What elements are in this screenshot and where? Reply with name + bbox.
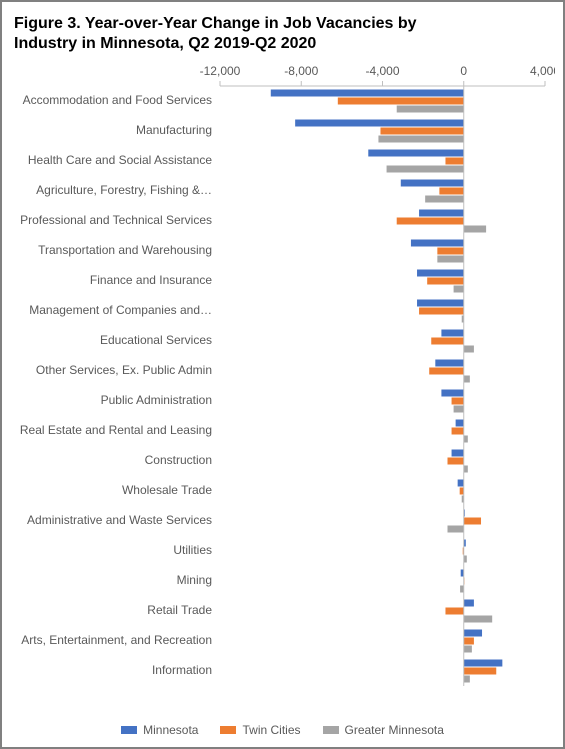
category-label: Administrative and Waste Services xyxy=(27,513,212,527)
bar-mn xyxy=(452,450,464,457)
legend-label: Greater Minnesota xyxy=(345,723,444,737)
bar-mn xyxy=(368,150,463,157)
legend-swatch-greater xyxy=(323,726,339,734)
bar-mn xyxy=(464,630,482,637)
bar-tc xyxy=(429,368,464,375)
bar-gm xyxy=(387,166,464,173)
legend-item-twincities: Twin Cities xyxy=(220,723,300,737)
bar-gm xyxy=(464,436,468,443)
bar-tc xyxy=(452,398,464,405)
bar-mn xyxy=(411,240,464,247)
bar-tc xyxy=(460,488,464,495)
legend-swatch-twincities xyxy=(220,726,236,734)
bar-tc xyxy=(338,98,464,105)
figure-card: Figure 3. Year-over-Year Change in Job V… xyxy=(0,0,565,749)
bar-gm xyxy=(464,346,474,353)
category-label: Transportation and Warehousing xyxy=(38,243,212,257)
category-label: Finance and Insurance xyxy=(90,273,212,287)
category-label: Construction xyxy=(145,453,212,467)
legend-item-greater: Greater Minnesota xyxy=(323,723,444,737)
bar-gm xyxy=(464,616,492,623)
bar-mn xyxy=(419,210,464,217)
bar-tc xyxy=(437,248,463,255)
category-label: Utilities xyxy=(173,543,212,557)
category-label: Retail Trade xyxy=(147,603,212,617)
bar-mn xyxy=(417,300,464,307)
bar-tc xyxy=(427,278,464,285)
bar-gm xyxy=(464,646,472,653)
bar-tc xyxy=(397,218,464,225)
legend-label: Minnesota xyxy=(143,723,198,737)
bar-tc xyxy=(448,458,464,465)
category-label: Educational Services xyxy=(100,333,212,347)
bar-tc xyxy=(431,338,464,345)
bar-tc xyxy=(464,518,481,525)
category-label: Agriculture, Forestry, Fishing &… xyxy=(36,183,212,197)
legend-label: Twin Cities xyxy=(242,723,300,737)
bar-gm xyxy=(454,286,464,293)
legend-item-minnesota: Minnesota xyxy=(121,723,198,737)
axis-tick-label: 0 xyxy=(460,64,467,78)
axis-tick-label: 4,000 xyxy=(530,64,555,78)
bar-mn xyxy=(417,270,464,277)
category-label: Arts, Entertainment, and Recreation xyxy=(21,633,212,647)
bar-mn xyxy=(441,390,463,397)
bar-tc xyxy=(419,308,464,315)
bar-mn xyxy=(295,120,464,127)
legend-swatch-minnesota xyxy=(121,726,137,734)
category-label: Professional and Technical Services xyxy=(20,213,212,227)
bar-tc xyxy=(439,188,463,195)
bar-gm xyxy=(464,226,486,233)
bar-gm xyxy=(437,256,463,263)
bar-tc xyxy=(464,668,497,675)
bar-gm xyxy=(464,676,470,683)
bar-gm xyxy=(460,586,464,593)
category-label: Wholesale Trade xyxy=(122,483,212,497)
bar-gm xyxy=(448,526,464,533)
bar-gm xyxy=(464,466,468,473)
bar-tc xyxy=(380,128,463,135)
category-label: Health Care and Social Assistance xyxy=(28,153,212,167)
bar-tc xyxy=(445,158,463,165)
axis-tick-label: -8,000 xyxy=(284,64,318,78)
bar-mn xyxy=(441,330,463,337)
bar-gm xyxy=(425,196,464,203)
category-label: Real Estate and Rental and Leasing xyxy=(20,423,212,437)
category-label: Public Administration xyxy=(101,393,212,407)
bar-gm xyxy=(378,136,463,143)
legend: Minnesota Twin Cities Greater Minnesota xyxy=(2,723,563,737)
category-label: Manufacturing xyxy=(136,123,212,137)
category-label: Accommodation and Food Services xyxy=(23,93,212,107)
bar-mn xyxy=(464,600,474,607)
chart-title: Figure 3. Year-over-Year Change in Job V… xyxy=(14,14,553,54)
axis-tick-label: -4,000 xyxy=(365,64,399,78)
category-label: Information xyxy=(152,663,212,677)
axis-tick-label: -12,000 xyxy=(200,64,241,78)
bar-gm xyxy=(464,376,470,383)
category-label: Mining xyxy=(177,573,212,587)
category-label: Management of Companies and… xyxy=(29,303,212,317)
bar-tc xyxy=(464,638,474,645)
bar-mn xyxy=(401,180,464,187)
bar-mn xyxy=(458,480,464,487)
bar-mn xyxy=(271,90,464,97)
bar-mn xyxy=(464,660,503,667)
category-label: Other Services, Ex. Public Admin xyxy=(36,363,212,377)
chart-area: -12,000 -8,000 -4,000 0 4,000 Accommodation a… xyxy=(10,58,555,709)
bar-mn xyxy=(456,420,464,427)
bar-gm xyxy=(454,406,464,413)
bar-tc xyxy=(452,428,464,435)
bar-mn xyxy=(435,360,463,367)
bar-chart: -12,000 -8,000 -4,000 0 4,000 Accommodation a… xyxy=(10,58,555,690)
bar-tc xyxy=(445,608,463,615)
bar-gm xyxy=(397,106,464,113)
